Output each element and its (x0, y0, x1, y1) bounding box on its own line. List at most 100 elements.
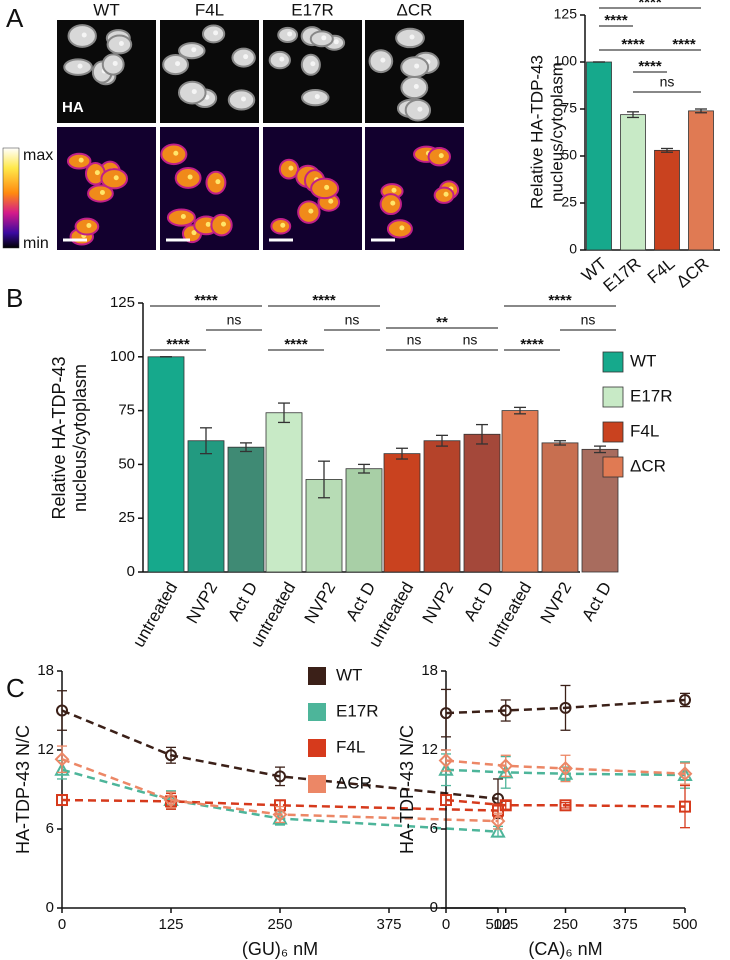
series-line (445, 759, 686, 775)
y-tick-label: 25 (118, 509, 135, 526)
nucleolus (113, 175, 119, 181)
marker (165, 749, 177, 762)
marker (498, 764, 514, 779)
x-tick-label: E17R (600, 254, 645, 296)
nucleolus (112, 60, 118, 66)
x-axis-label: (GU)₆ nM (242, 939, 318, 959)
series-line (61, 709, 499, 800)
nucleolus (173, 150, 179, 156)
column-label: WT (93, 0, 119, 19)
marker (679, 800, 691, 813)
series-line (61, 768, 499, 833)
nucleolus (409, 34, 415, 40)
x-tick-label: NVP2 (537, 579, 576, 627)
significance-label: **** (312, 292, 336, 309)
y-axis-label: Relative HA-TDP-43 (527, 55, 546, 209)
significance-label: **** (166, 336, 190, 353)
nucleolus (399, 225, 405, 231)
y-tick-label: 50 (561, 147, 577, 163)
legend-label: E17R (630, 386, 673, 405)
y-tick-label: 0 (46, 899, 54, 916)
x-tick-label: Act D (578, 579, 615, 624)
significance-label: **** (194, 292, 218, 309)
significance-label: **** (284, 336, 308, 353)
legend-swatch (308, 667, 326, 685)
bar (187, 440, 225, 573)
nucleolus (413, 84, 419, 90)
legend-label: E17R (336, 701, 379, 720)
y-tick-label: 18 (37, 662, 54, 679)
nucleolus (288, 165, 294, 171)
legend-label: F4L (336, 737, 365, 756)
bar (501, 410, 539, 573)
y-axis-label: nucleus/cytoplasm (70, 364, 90, 512)
x-tick-label: 500 (485, 916, 510, 933)
legend-label: WT (336, 665, 362, 684)
marker (490, 823, 506, 838)
bar (688, 110, 714, 251)
legend-swatch (602, 351, 624, 373)
y-tick-label: 25 (561, 194, 577, 210)
x-tick-label: ΔCR (673, 254, 713, 292)
x-tick-label: 0 (58, 916, 66, 933)
significance-label: **** (638, 0, 662, 11)
bar (147, 356, 185, 573)
channel-label: HA (62, 99, 84, 116)
legend-label: ΔCR (630, 456, 666, 475)
marker (56, 704, 68, 717)
marker (440, 707, 452, 720)
bar (345, 468, 383, 573)
x-tick-label: Act D (224, 579, 261, 624)
x-tick-label: untreated (129, 579, 181, 651)
significance-label: ** (436, 314, 448, 331)
y-tick-label: 75 (561, 100, 577, 116)
marker (499, 704, 512, 717)
nucleolus (180, 214, 186, 220)
significance-label: **** (548, 292, 572, 309)
colorbar-label: min (23, 235, 49, 252)
nucleolus (314, 94, 320, 100)
series-line (445, 768, 686, 777)
significance-label: **** (672, 36, 696, 53)
x-tick-label: NVP2 (301, 579, 340, 627)
x-tick-label: 250 (267, 916, 292, 933)
nucleolus (443, 191, 449, 197)
bar (620, 114, 646, 251)
legend-label: F4L (630, 421, 659, 440)
y-axis-label: nucleus/cytoplasm (547, 62, 566, 202)
y-tick-label: 6 (46, 820, 54, 837)
marker (163, 792, 179, 808)
marker (559, 799, 572, 812)
nucleolus (279, 56, 285, 62)
marker (54, 761, 70, 776)
nucleolus (414, 63, 420, 69)
marker (679, 693, 691, 706)
panel-letter: A (6, 3, 24, 33)
x-tick-label: 125 (493, 916, 518, 933)
significance-label: **** (621, 36, 645, 53)
significance-label: **** (604, 12, 628, 29)
nucleolus (78, 157, 84, 163)
bar (541, 442, 579, 573)
significance-label: **** (520, 336, 544, 353)
colorbar-label: max (23, 147, 53, 164)
bar (586, 61, 612, 251)
marker (490, 813, 506, 829)
marker (440, 794, 452, 807)
y-tick-label: 6 (430, 820, 438, 837)
nucleolus (280, 222, 286, 228)
y-tick-label: 12 (421, 741, 438, 758)
bar (383, 453, 421, 573)
series-line (445, 698, 686, 715)
marker (499, 799, 512, 812)
nucleolus (380, 57, 386, 63)
nucleolus (241, 96, 247, 102)
nucleolus (333, 39, 339, 45)
y-tick-label: 100 (110, 348, 135, 365)
y-tick-label: 100 (554, 53, 578, 69)
nucleolus (310, 61, 316, 67)
nucleolus (187, 174, 193, 180)
x-tick-label: 500 (672, 916, 697, 933)
legend-label: ΔCR (336, 773, 372, 792)
